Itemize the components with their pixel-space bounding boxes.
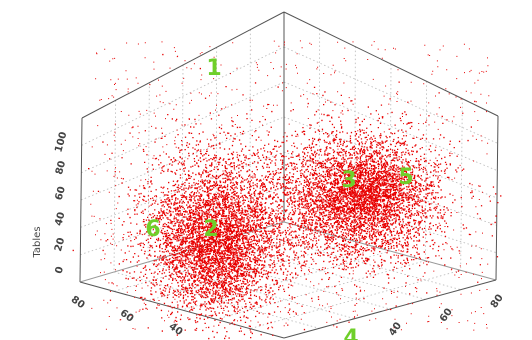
cluster-label-2: 2 <box>203 217 218 242</box>
grid-line <box>283 186 497 254</box>
box-grid <box>80 29 498 330</box>
z-tick-label: 20 <box>53 236 67 252</box>
data-points <box>72 40 502 340</box>
z-tick-label: 100 <box>53 131 69 154</box>
grid-line <box>215 260 426 320</box>
box-edge <box>283 11 499 117</box>
box-edge <box>79 281 285 339</box>
cluster-label-4: 4 <box>343 326 358 340</box>
cluster-label-1: 1 <box>206 56 221 81</box>
box-edge <box>495 115 499 281</box>
box-frame <box>79 11 499 339</box>
box-edge <box>79 117 83 283</box>
grid-line <box>147 82 150 263</box>
grid-line <box>249 231 461 291</box>
left-axis-tick-label: 40 <box>167 321 185 338</box>
left-axis-tick-label: 60 <box>118 308 136 325</box>
left-axis-tick-label: 80 <box>69 294 87 311</box>
grid-line <box>389 63 392 252</box>
z-tick-label: 0 <box>54 265 66 275</box>
z-tick-label: 40 <box>53 211 67 227</box>
grid-line <box>283 46 498 144</box>
tick-labels: 100 80 60 40 20 0 80 60 40 80 60 40 <box>53 131 506 339</box>
grid-line <box>283 151 497 226</box>
grid-line <box>215 241 426 300</box>
z-tick-label: 80 <box>54 160 68 176</box>
right-axis-tick-label: 40 <box>387 320 404 338</box>
point-cloud <box>72 40 502 340</box>
grid-line <box>249 269 461 330</box>
grid-line <box>81 81 285 174</box>
box-edge <box>81 11 285 119</box>
grid-line <box>113 271 320 329</box>
cluster-label-5: 5 <box>398 165 413 190</box>
box-edge <box>283 221 497 281</box>
right-axis-tick-label: 60 <box>438 306 455 324</box>
cluster-label-3: 3 <box>341 168 356 193</box>
right-axis-tick-label: 80 <box>489 293 506 311</box>
grid-line <box>81 46 285 146</box>
z-tick-label: 60 <box>54 185 68 201</box>
z-axis-title: Tables <box>32 226 43 258</box>
grid-line <box>460 98 463 271</box>
cluster-label-6: 6 <box>145 217 160 242</box>
grid-line <box>354 46 356 242</box>
grid-line <box>80 116 285 201</box>
